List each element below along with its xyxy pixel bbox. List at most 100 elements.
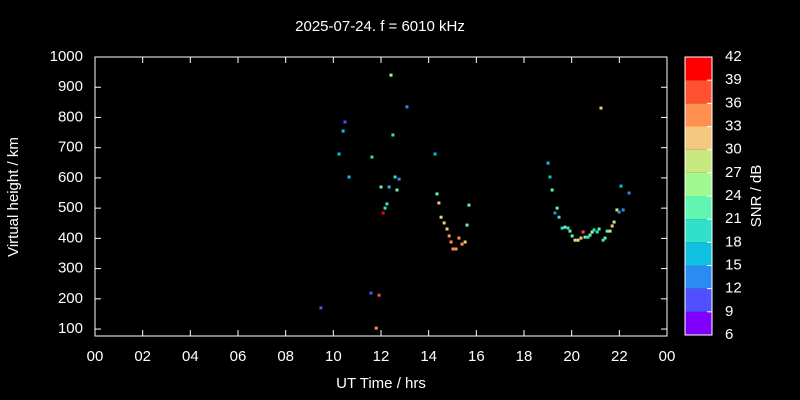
x-tick-label: 00 <box>87 348 104 365</box>
colorbar-band <box>685 172 712 196</box>
colorbar-label: SNR / dB <box>748 165 765 228</box>
point <box>553 211 557 215</box>
colorbar-band <box>685 265 712 289</box>
point <box>405 105 409 109</box>
point <box>451 247 455 251</box>
colorbar-band <box>685 57 712 81</box>
colorbar-tick-label: 15 <box>725 256 742 273</box>
point <box>601 238 605 242</box>
colorbar-band <box>685 288 712 312</box>
point <box>595 230 599 234</box>
x-tick-label: 20 <box>563 348 580 365</box>
point <box>546 161 550 165</box>
x-tick-label: 18 <box>516 348 533 365</box>
point <box>592 228 596 232</box>
point <box>555 206 559 210</box>
y-tick-label: 200 <box>58 290 83 307</box>
point <box>583 235 587 239</box>
x-tick-label: 22 <box>611 348 628 365</box>
point <box>568 229 572 233</box>
point <box>374 326 378 330</box>
point <box>588 233 592 237</box>
colorbar-band <box>685 80 712 104</box>
point <box>557 215 561 219</box>
point <box>550 188 554 192</box>
point <box>560 226 564 230</box>
plot-frame <box>94 56 668 337</box>
y-tick-label: 400 <box>58 229 83 246</box>
point <box>389 73 393 77</box>
point <box>397 177 401 181</box>
y-tick-label: 600 <box>58 169 83 186</box>
x-axis-label: UT Time / hrs <box>336 375 426 392</box>
colorbar-tick-label: 39 <box>725 71 742 88</box>
point <box>391 133 395 137</box>
point <box>563 225 567 229</box>
point <box>599 106 603 110</box>
point <box>370 155 374 159</box>
colorbar-band <box>685 196 712 220</box>
point <box>608 229 612 233</box>
point <box>435 192 439 196</box>
x-tick-label: 14 <box>420 348 437 365</box>
colorbar-tick-label: 33 <box>725 117 742 134</box>
y-axis-label: Virtual height / km <box>5 137 22 257</box>
colorbar-band <box>685 103 712 127</box>
x-tick-label: 08 <box>277 348 294 365</box>
point <box>385 202 389 206</box>
point <box>576 238 580 242</box>
point <box>460 242 464 246</box>
chart-title: 2025-07-24. f = 6010 kHz <box>295 18 465 35</box>
y-tick-label: 900 <box>58 78 83 95</box>
y-tick-label: 100 <box>58 320 83 337</box>
point <box>627 191 631 195</box>
colorbar-tick-label: 18 <box>725 233 742 250</box>
point <box>603 236 607 240</box>
x-tick-label: 16 <box>468 348 485 365</box>
point <box>383 206 387 210</box>
point <box>605 229 609 233</box>
point <box>463 240 467 244</box>
point <box>341 129 345 133</box>
point <box>615 208 619 212</box>
y-tick-label: 500 <box>58 199 83 216</box>
point <box>454 247 458 251</box>
point <box>433 152 437 156</box>
x-tick-label: 10 <box>325 348 342 365</box>
y-tick-label: 300 <box>58 260 83 277</box>
point <box>437 201 441 205</box>
point <box>566 226 570 230</box>
point <box>548 175 552 179</box>
colorbar-tick-label: 36 <box>725 94 742 111</box>
colorbar-band <box>685 149 712 173</box>
point <box>465 223 469 227</box>
y-tick-label: 800 <box>58 108 83 125</box>
point <box>319 306 323 310</box>
colorbar-tick-label: 6 <box>725 326 733 343</box>
colorbar-tick-label: 42 <box>725 48 742 65</box>
point <box>586 235 590 239</box>
point <box>379 185 383 189</box>
x-tick-label: 00 <box>659 348 676 365</box>
colorbar-tick-label: 9 <box>725 303 733 320</box>
colorbar-tick-label: 12 <box>725 280 742 297</box>
point <box>457 236 461 240</box>
colorbar-tick-label: 21 <box>725 210 742 227</box>
colorbar-band <box>685 311 712 335</box>
y-tick-label: 700 <box>58 139 83 156</box>
colorbar-band <box>685 242 712 266</box>
point <box>612 220 616 224</box>
point <box>621 208 625 212</box>
point <box>395 188 399 192</box>
point <box>570 234 574 238</box>
x-tick-label: 02 <box>134 348 151 365</box>
point <box>617 210 621 214</box>
point <box>369 291 373 295</box>
colorbar-band <box>685 219 712 243</box>
colorbar-band <box>685 126 712 150</box>
point <box>393 175 397 179</box>
point <box>449 240 453 244</box>
point <box>579 236 583 240</box>
point <box>387 185 391 189</box>
point <box>597 227 601 231</box>
